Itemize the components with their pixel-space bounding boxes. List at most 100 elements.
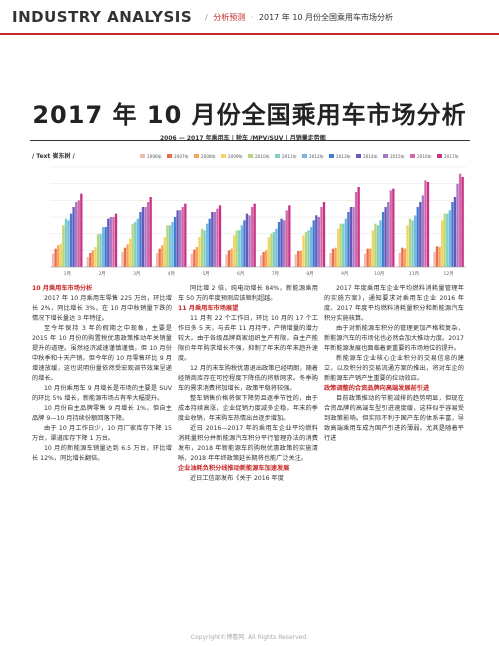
legend-label: 2016年 — [417, 153, 432, 160]
bar-2009年-3月 — [128, 238, 132, 267]
paragraph: 同比增 2 倍，纯电动增长 84%，新能源乘用车 50 万的年度预测应该顺利超越… — [178, 285, 318, 302]
bar-2010年-12月 — [443, 213, 446, 267]
bar-2017年-9月 — [357, 187, 360, 267]
bar-2009年-1月 — [59, 243, 62, 267]
bar-2014年-3月 — [141, 207, 145, 267]
bar-2009年-10月 — [371, 230, 374, 267]
section-heading: 11 月乘用车市场展望 — [178, 305, 239, 312]
legend-label: 2017年 — [444, 153, 459, 160]
bar-2015年-10月 — [387, 202, 390, 267]
bar-2007年-5月 — [193, 249, 196, 267]
bar-2013年-7月 — [277, 222, 281, 267]
bar-2016年-4月 — [181, 207, 184, 267]
bar-2015年-7月 — [283, 220, 286, 267]
legend-swatch — [221, 154, 226, 158]
bar-2017年-4月 — [184, 203, 187, 267]
bar-2017年-8月 — [322, 202, 326, 267]
bar-2016年-10月 — [389, 190, 392, 267]
bar-2012年-7月 — [275, 228, 278, 267]
paragraph: 10 月的新能源车销量达到 6.5 万台，环比增长 12%，同比增长翻倍。 — [32, 445, 172, 462]
bar-2014年-5月 — [211, 212, 214, 267]
x-tick-label: 10月 — [374, 271, 384, 277]
bar-2009年-6月 — [232, 235, 236, 267]
bar-2012年-8月 — [310, 227, 313, 267]
bar-2006年-12月 — [433, 252, 436, 267]
bar-2013年-9月 — [347, 212, 350, 267]
bar-2010年-11月 — [408, 218, 412, 267]
bar-2015年-3月 — [144, 207, 147, 267]
bar-2009年-11月 — [406, 225, 409, 267]
bar-2008年-11月 — [403, 248, 407, 267]
bar-2006年-4月 — [155, 253, 159, 267]
legend-label: 2006年 — [147, 153, 162, 160]
paragraph: 12 月的末车购税优惠退出政策已经明朗，随着经销商库存在可控程度下降低的将新网求… — [178, 365, 318, 392]
bar-2015年-4月 — [179, 210, 182, 267]
subtitle-divider — [30, 140, 470, 141]
bar-2011年-4月 — [168, 225, 172, 267]
copyright-footer: Copyright©博看网. All Rights Reserved. — [190, 634, 309, 641]
bar-2015年-5月 — [213, 212, 217, 267]
bar-2012年-10月 — [379, 220, 382, 267]
bar-2008年-1月 — [57, 245, 60, 267]
paragraph: 近日工信部发布《关于 2016 年度 — [190, 475, 284, 482]
bar-2013年-10月 — [381, 212, 385, 267]
paragraph: 2017 年度乘用车企业平均燃料消耗量管理年的实施方案》，通知要求对乘用车企业 … — [324, 285, 464, 322]
bar-2017年-1月 — [80, 193, 83, 267]
bar-2008年-7月 — [265, 250, 268, 267]
bar-2010年-3月 — [131, 223, 134, 267]
bar-2008年-9月 — [334, 247, 337, 267]
bar-2017年-6月 — [253, 203, 256, 267]
bar-2012年-11月 — [414, 215, 417, 267]
bar-2006年-3月 — [121, 252, 124, 267]
legend-label: 2008年 — [201, 153, 216, 160]
section-label[interactable]: 分析预测 — [213, 13, 246, 22]
bar-2010年-5月 — [200, 228, 204, 267]
legend-label: 2014年 — [363, 153, 378, 160]
paragraph: 新能源车企业核心企业积分的交易信息的建立，以及积分的交易流通方案的推出，将对车企… — [324, 355, 464, 382]
bar-2017年-5月 — [218, 205, 222, 267]
bar-2014年-7月 — [280, 218, 283, 267]
bar-2015年-1月 — [75, 202, 78, 267]
legend-swatch — [302, 154, 307, 158]
paragraph: 10 月份乘用车 9 月增长是市场的主要是 SUV 的环比 5% 增长，新能源市… — [32, 385, 172, 402]
paragraph: 10 月份自主品牌零售 9 月增长 1%，但自主品牌 9—10 月持续份额回落下… — [32, 405, 172, 422]
bar-2016年-5月 — [216, 208, 219, 267]
bar-2014年-6月 — [245, 213, 249, 267]
brand-title: INDUSTRY ANALYSIS — [12, 8, 193, 26]
legend-swatch — [329, 154, 334, 158]
bar-2012年-9月 — [344, 218, 347, 267]
bar-2007年-10月 — [366, 248, 369, 267]
bar-2016年-8月 — [320, 207, 323, 267]
x-tick-label: 3月 — [133, 271, 140, 277]
legend-swatch — [275, 154, 280, 158]
bar-2017年-3月 — [149, 197, 152, 267]
bar-2011年-1月 — [64, 218, 68, 267]
bar-2015年-6月 — [248, 215, 251, 267]
legend-label: 2007年 — [174, 153, 189, 160]
bar-2017年-12月 — [461, 177, 464, 267]
bar-2006年-9月 — [329, 253, 332, 267]
bar-2008年-6月 — [230, 248, 233, 267]
bar-2017年-2月 — [114, 213, 118, 267]
bar-2007年-8月 — [297, 251, 300, 267]
bar-2012年-12月 — [448, 210, 451, 267]
bar-2012年-5月 — [206, 223, 209, 267]
bar-2008年-4月 — [161, 245, 164, 267]
bar-2011年-9月 — [342, 223, 345, 267]
bar-2014年-12月 — [453, 197, 457, 267]
x-tick-label: 7月 — [272, 271, 279, 277]
legend-swatch — [437, 154, 442, 158]
bar-2014年-10月 — [384, 207, 387, 267]
page-title: 2017 年 10 月份全国乘用车市场分析 — [32, 101, 467, 129]
bar-2015年-9月 — [352, 207, 355, 267]
legend-swatch — [248, 154, 253, 158]
section-heading: 10 月乘用车市场分析 — [32, 285, 93, 292]
bar-2007年-12月 — [435, 246, 439, 267]
paragraph: 由于 10 月工作日少，10 月厂家库存下降 15 万台，渠道库存下降 1 万台… — [32, 425, 172, 442]
bar-2017年-7月 — [288, 205, 291, 267]
article-column-1: 10 月乘用车市场分析 2017 年 10 月乘用车零售 225 万台，环比增长 … — [32, 284, 172, 464]
bar-2015年-8月 — [317, 217, 321, 267]
bar-2007年-1月 — [54, 248, 57, 267]
bar-2015年-12月 — [456, 183, 459, 267]
bar-2013年-6月 — [243, 220, 246, 267]
